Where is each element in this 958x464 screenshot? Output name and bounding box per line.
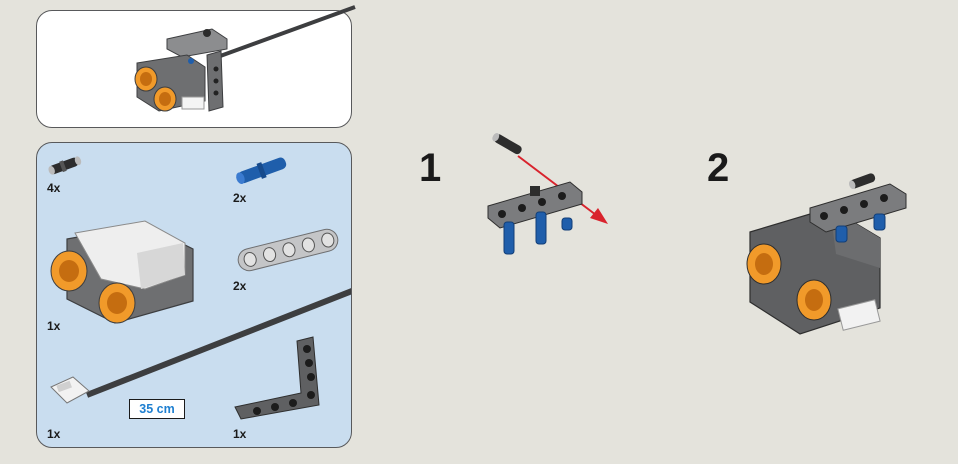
connector-cable-icon <box>50 288 351 404</box>
qty-black-connector-pin: 4x <box>47 181 61 195</box>
step-2-illustration <box>746 173 907 335</box>
qty-ultrasonic-sensor: 1x <box>47 319 61 333</box>
angled-beam-icon <box>234 336 320 420</box>
step-2-number: 2 <box>707 146 730 190</box>
overview-panel <box>36 5 356 128</box>
black-connector-pin-icon <box>48 156 82 175</box>
ultrasonic-sensor-icon <box>50 220 194 324</box>
qty-connector-cable: 1x <box>47 427 61 441</box>
cable-length-label: 35 cm <box>129 399 185 419</box>
step-1-number: 1 <box>419 146 442 190</box>
straight-beam-icon <box>237 228 339 272</box>
qty-angled-beam: 1x <box>233 427 247 441</box>
qty-blue-axle-pin: 2x <box>233 191 247 205</box>
parts-list-panel: 4x 2x 1x 2x 35 cm <box>36 142 352 448</box>
step-1-illustration <box>487 133 608 255</box>
blue-axle-pin-icon <box>236 157 287 185</box>
qty-straight-beam: 2x <box>233 279 247 293</box>
overview-model-illustration <box>134 5 356 112</box>
